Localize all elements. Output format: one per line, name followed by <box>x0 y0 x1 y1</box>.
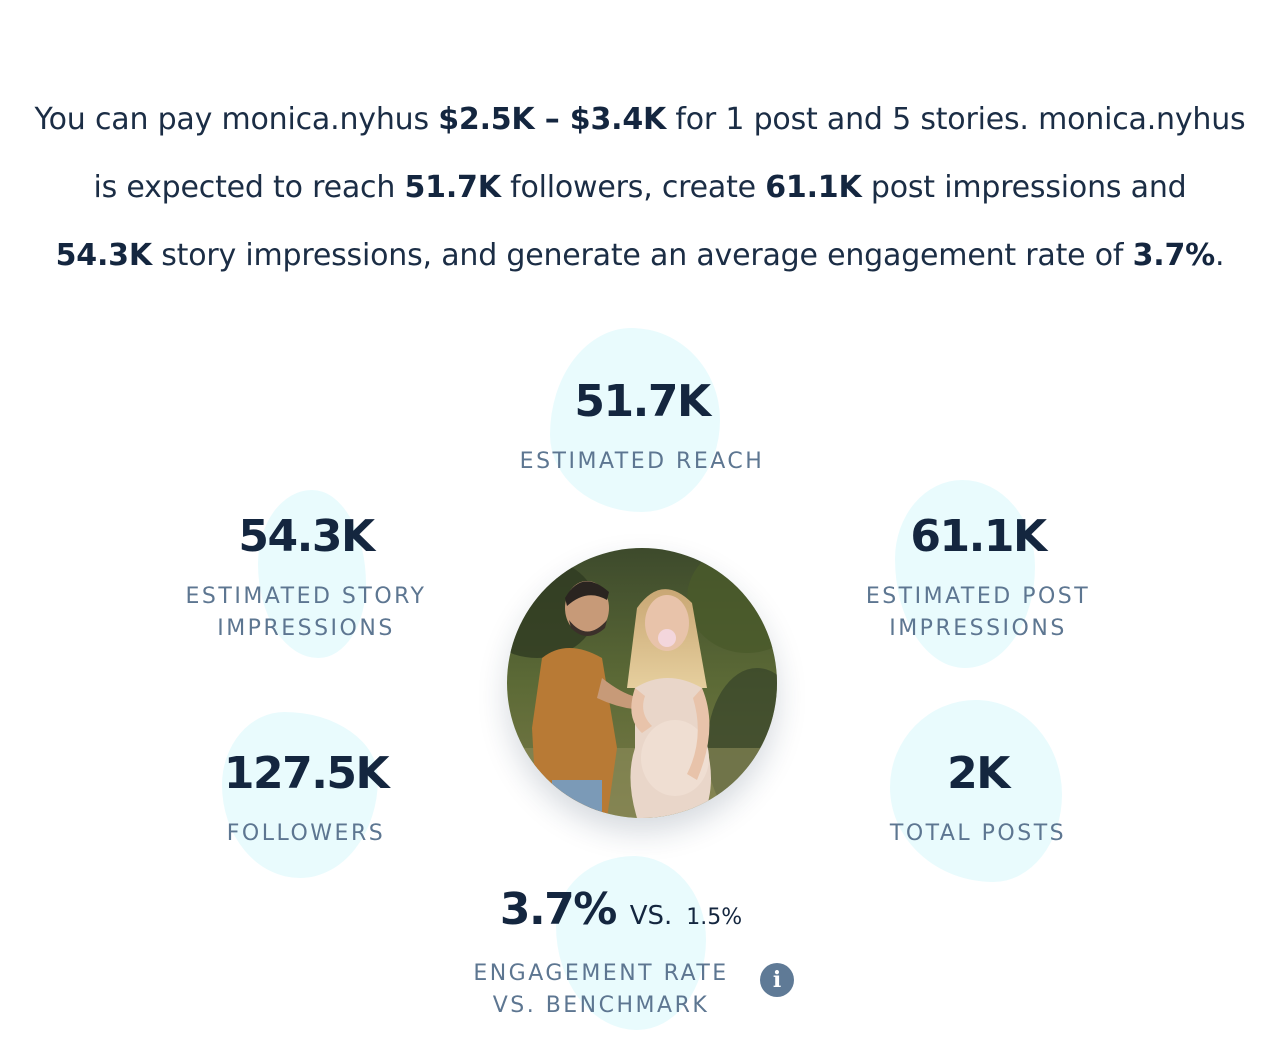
engagement-label-2: VS. BENCHMARK <box>492 993 710 1018</box>
summary-text-part: post impressions and <box>861 170 1187 205</box>
story-impressions-value: 54.3K <box>238 511 375 562</box>
total-posts-value: 2K <box>947 748 1010 799</box>
estimated-reach-value: 51.7K <box>574 376 711 427</box>
summary-line-2: is expected to reach 51.7K followers, cr… <box>0 154 1280 222</box>
summary-post-impressions: 61.1K <box>765 170 862 205</box>
summary-text-part: . <box>1215 238 1225 273</box>
blob-decoration <box>222 712 378 878</box>
blob-decoration <box>258 490 366 658</box>
followers-value: 127.5K <box>223 748 390 799</box>
stat-estimated-reach: 51.7K ESTIMATED REACH <box>482 376 802 478</box>
stat-total-posts: 2K TOTAL POSTS <box>818 748 1138 850</box>
stat-followers: 127.5K FOLLOWERS <box>146 748 466 850</box>
followers-label: FOLLOWERS <box>226 821 386 846</box>
engagement-benchmark: VS. 1.5% <box>630 884 742 935</box>
blob-decoration <box>556 856 706 1030</box>
profile-avatar <box>507 548 777 818</box>
post-impressions-value: 61.1K <box>910 511 1047 562</box>
summary-text: You can pay monica.nyhus $2.5K – $3.4K f… <box>0 86 1280 290</box>
summary-line-3: 54.3K story impressions, and generate an… <box>0 222 1280 290</box>
post-impressions-label-2: IMPRESSIONS <box>889 616 1067 641</box>
benchmark-value: 1.5% <box>686 905 743 930</box>
stat-story-impressions: 54.3K ESTIMATED STORY IMPRESSIONS <box>146 511 466 645</box>
info-icon[interactable]: i <box>760 963 794 997</box>
profile-photo <box>507 548 777 818</box>
engagement-rate-value: 3.7% <box>499 884 618 935</box>
estimated-reach-label: ESTIMATED REACH <box>519 449 765 474</box>
blob-decoration <box>890 700 1062 882</box>
summary-text-part: for 1 post and 5 stories. monica.nyhus <box>666 102 1246 137</box>
blob-decoration <box>550 328 720 512</box>
summary-line-1: You can pay monica.nyhus $2.5K – $3.4K f… <box>0 86 1280 154</box>
price-range: $2.5K – $3.4K <box>438 102 667 137</box>
vs-text: VS. <box>629 901 673 931</box>
summary-story-impressions: 54.3K <box>55 238 152 273</box>
summary-text-part: followers, create <box>500 170 766 205</box>
summary-engagement: 3.7% <box>1132 238 1216 273</box>
summary-text-part: is expected to reach <box>93 170 405 205</box>
engagement-value-row: 3.7% VS. 1.5% <box>441 884 801 944</box>
post-impressions-label-1: ESTIMATED POST <box>865 584 1091 609</box>
summary-text-part: You can pay monica.nyhus <box>34 102 439 137</box>
stat-post-impressions: 61.1K ESTIMATED POST IMPRESSIONS <box>818 511 1138 645</box>
story-impressions-label-2: IMPRESSIONS <box>217 616 395 641</box>
summary-text-part: story impressions, and generate an avera… <box>151 238 1133 273</box>
engagement-label-1: ENGAGEMENT RATE <box>473 961 729 986</box>
stat-engagement-rate: 3.7% VS. 1.5% ENGAGEMENT RATE VS. BENCHM… <box>441 884 801 1022</box>
summary-reach: 51.7K <box>404 170 501 205</box>
blob-decoration <box>895 480 1035 668</box>
story-impressions-label-1: ESTIMATED STORY <box>185 584 427 609</box>
total-posts-label: TOTAL POSTS <box>889 821 1067 846</box>
